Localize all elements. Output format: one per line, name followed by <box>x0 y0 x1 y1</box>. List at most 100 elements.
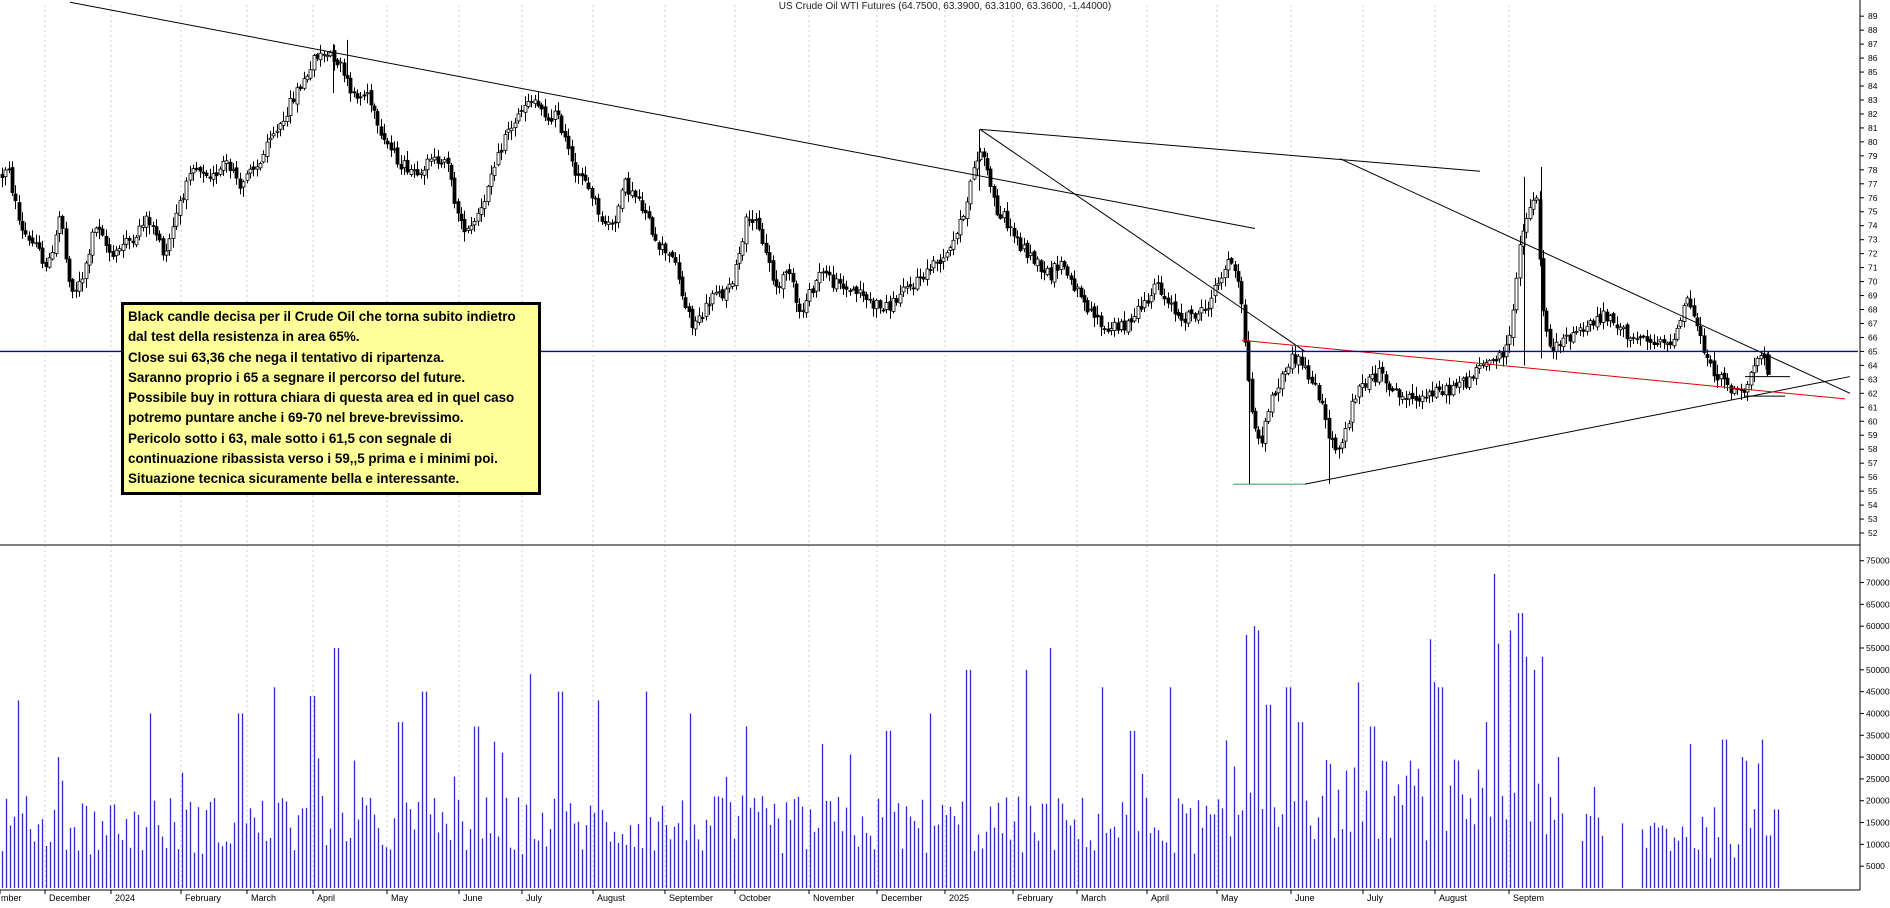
candle-body <box>1229 258 1234 264</box>
candle-body <box>1042 269 1047 273</box>
candle-body <box>258 163 263 169</box>
candle-body <box>1725 377 1730 386</box>
chart-title: US Crude Oil WTI Futures (64.7500, 63.39… <box>778 1 1112 12</box>
candle-body <box>291 98 296 103</box>
candle-body <box>938 259 943 265</box>
candle-body <box>864 294 869 301</box>
candle-body <box>905 286 910 289</box>
candle-body <box>1347 423 1352 429</box>
candle-body <box>841 283 846 289</box>
candle-body <box>1243 304 1248 343</box>
candle-body <box>154 226 159 236</box>
candle-body <box>1367 376 1372 390</box>
note-line: Possibile buy in rottura chiara di quest… <box>128 390 515 406</box>
candle-body <box>1296 355 1301 366</box>
candle-body <box>553 110 558 120</box>
candle-body <box>1085 300 1090 313</box>
candle-body <box>127 238 132 241</box>
candle-body <box>1320 400 1325 404</box>
candle-body <box>131 240 136 244</box>
candle-body <box>549 118 554 122</box>
candle-body <box>144 215 149 228</box>
candle-body <box>757 217 762 230</box>
note-line: Pericolo sotto i 63, male sotto i 61,5 c… <box>128 430 452 446</box>
candle-body <box>1424 396 1429 399</box>
candle-body <box>194 167 199 170</box>
candle-body <box>1193 313 1198 319</box>
candle-body <box>459 213 464 222</box>
candle-body <box>302 78 307 89</box>
candle-body <box>312 55 317 71</box>
candle-body <box>1434 387 1439 398</box>
candle-body <box>1129 318 1134 323</box>
candle-body <box>881 309 886 312</box>
candle-body <box>626 177 631 195</box>
candle-body <box>499 149 504 153</box>
volume-tick-label: 30000 <box>1866 752 1890 762</box>
candle-body <box>727 283 732 289</box>
candle-body <box>1618 326 1623 331</box>
candle-body <box>1079 287 1084 298</box>
candle-body <box>740 241 745 256</box>
candle-body <box>1156 282 1161 284</box>
candle-body <box>1444 385 1449 396</box>
candle-body <box>657 242 662 250</box>
candle-body <box>1739 389 1744 391</box>
candle-body <box>774 279 779 287</box>
candle-body <box>714 292 719 295</box>
candle-body <box>1581 329 1586 332</box>
candle-body <box>1357 385 1362 398</box>
candle-body <box>1005 210 1010 229</box>
candle-body <box>1675 327 1680 340</box>
candle-body <box>781 274 786 290</box>
candle-body <box>593 197 598 200</box>
candle-body <box>1514 277 1519 311</box>
candle-body <box>188 173 193 181</box>
candle-body <box>1420 395 1425 403</box>
x-tick-label: October <box>739 893 771 903</box>
volume-bars <box>1 573 1780 888</box>
candle-body <box>466 227 471 231</box>
candle-body <box>214 172 219 177</box>
candle-body <box>901 286 906 293</box>
price-tick-label: 59 <box>1868 430 1878 440</box>
candle-body <box>1719 374 1724 380</box>
x-tick-label: March <box>1081 893 1106 903</box>
candle-body <box>811 288 816 294</box>
candle-body <box>513 122 518 128</box>
candle-body <box>436 156 441 164</box>
candle-body <box>379 126 384 136</box>
candle-body <box>1136 305 1141 319</box>
candle-body <box>908 284 913 287</box>
candle-body <box>489 173 494 187</box>
candle-body <box>700 317 705 319</box>
candle-body <box>1461 377 1466 381</box>
price-tick-label: 64 <box>1868 360 1878 370</box>
candle-body <box>1176 311 1181 316</box>
candle-body <box>737 253 742 264</box>
candle-body <box>1186 311 1191 324</box>
candle-body <box>251 166 256 170</box>
candle-body <box>50 252 55 260</box>
candle-body <box>255 166 260 170</box>
candle-body <box>231 168 236 171</box>
candle-body <box>40 247 45 264</box>
x-tick-label: Septem <box>1513 893 1544 903</box>
candle-body <box>409 168 414 175</box>
candle-body <box>141 224 146 228</box>
candle-body <box>325 55 330 58</box>
candle-body <box>921 276 926 280</box>
candle-body <box>1323 404 1328 420</box>
candle-body <box>1052 263 1057 283</box>
candle-body <box>208 176 213 179</box>
candle-body <box>854 286 859 295</box>
x-tick-label: February <box>185 893 222 903</box>
candle-body <box>174 212 179 227</box>
trendline <box>1339 158 1851 394</box>
candle-body <box>1327 417 1332 439</box>
candle-body <box>536 100 541 107</box>
candle-body <box>1142 300 1147 309</box>
volume-tick-label: 35000 <box>1866 730 1890 740</box>
candle-body <box>275 130 280 133</box>
